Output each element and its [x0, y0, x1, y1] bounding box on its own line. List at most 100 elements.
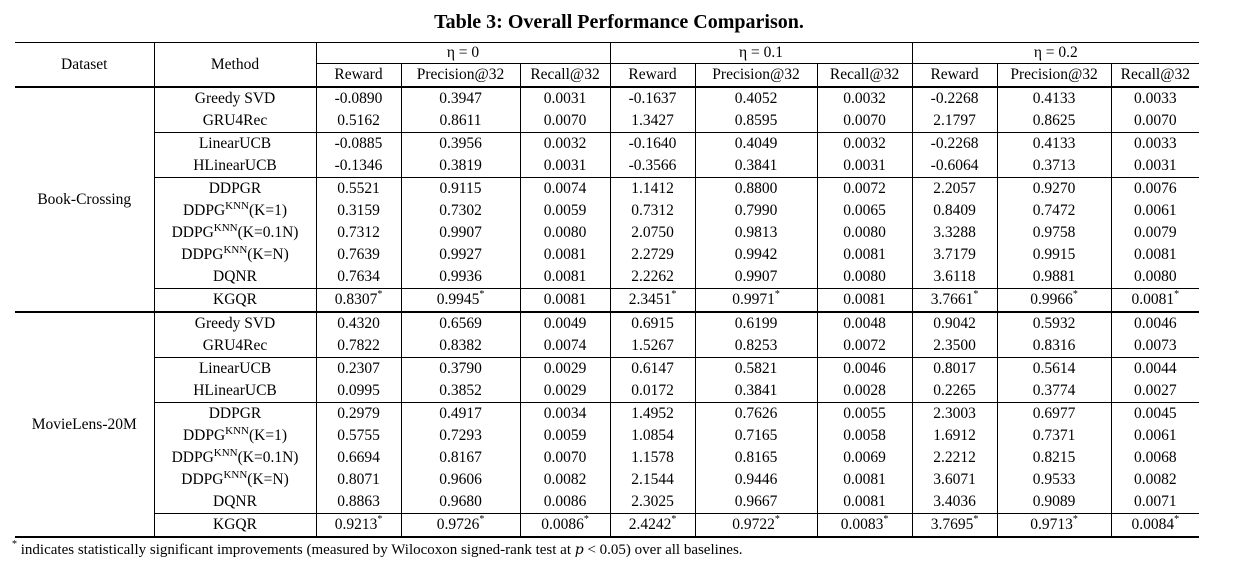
- value-text: 1.5267: [631, 337, 674, 354]
- value-cell: 0.2307: [316, 357, 402, 380]
- value-text: 0.8215: [1032, 449, 1076, 466]
- method-label: DDPGR: [208, 180, 262, 197]
- value-cell: 0.8307*: [316, 288, 402, 313]
- value-cell: 3.7695*: [912, 513, 998, 538]
- method-label: GRU4Rec: [202, 337, 268, 354]
- value-cell: 0.0086*: [520, 513, 611, 538]
- value-cell: 0.2979: [316, 402, 402, 425]
- value-text: 2.3451: [628, 291, 672, 308]
- value-text: 0.6977: [1032, 405, 1076, 422]
- value-text: 0.0031: [843, 157, 886, 174]
- value-text: 0.9915: [1032, 246, 1076, 263]
- value-cell: 2.3451*: [610, 288, 696, 313]
- value-cell: 2.2262: [610, 266, 696, 289]
- table-row: Book-Crossing Greedy SVD -0.0890 0.3947 0.00…: [15, 87, 1199, 313]
- value-cell: -0.0885: [316, 132, 402, 155]
- value-text: 0.6147: [631, 360, 674, 377]
- value-text: 0.0074: [543, 337, 587, 354]
- value-text: 2.2057: [933, 180, 976, 197]
- value-cell: 0.7626: [695, 402, 818, 425]
- header-eta-0-1: η = 0.1: [610, 42, 913, 64]
- value-text: 0.0070: [543, 449, 587, 466]
- value-text: 0.0080: [1134, 268, 1177, 285]
- value-cell: 0.4133: [997, 132, 1112, 155]
- value-cell: 0.9726*: [401, 513, 521, 538]
- header-metric: Reward: [316, 63, 402, 88]
- value-cell: 0.9966*: [997, 288, 1112, 313]
- value-cell: 0.0081: [817, 244, 913, 266]
- value-cell: 0.0072: [817, 177, 913, 200]
- value-cell: 0.9213*: [316, 513, 402, 538]
- value-cell: 0.0076: [1111, 177, 1200, 200]
- header-metric: Precision@32: [401, 63, 521, 88]
- significance-star: *: [1072, 289, 1078, 300]
- value-text: 0.6569: [439, 315, 482, 332]
- value-cell: 2.3003: [912, 402, 998, 425]
- value-text: 0.3852: [439, 382, 482, 399]
- value-text: 0.0080: [543, 224, 587, 241]
- value-cell: 0.0081: [520, 244, 611, 266]
- value-cell: -0.2268: [912, 87, 998, 110]
- value-text: 0.0081: [543, 246, 587, 263]
- value-cell: 0.3947: [401, 87, 521, 110]
- method-label: KGQR: [213, 291, 257, 308]
- value-cell: 0.0071: [1111, 491, 1199, 514]
- value-cell: 3.6071: [912, 469, 998, 491]
- header-metric: Precision@32: [997, 63, 1112, 88]
- table-row: DQNR 0.8863 0.9680 0.0086 2.3025 0.9667 0.0081…: [15, 491, 1199, 514]
- value-text: 0.9270: [1032, 180, 1076, 197]
- value-text: 0.8253: [734, 337, 778, 354]
- value-text: 2.1797: [933, 112, 976, 129]
- value-cell: 0.0080: [520, 222, 611, 244]
- value-cell: 0.0081: [520, 288, 611, 313]
- value-text: 2.2729: [631, 246, 674, 263]
- value-cell: 1.1412: [610, 177, 696, 200]
- value-text: 0.0079: [1134, 224, 1177, 241]
- value-cell: 0.3841: [695, 380, 818, 403]
- value-text: 0.0070: [843, 112, 886, 129]
- value-cell: 1.0854: [610, 425, 696, 447]
- significance-star: *: [671, 514, 677, 525]
- method-label: DDPGR: [208, 405, 262, 422]
- value-cell: 0.9971*: [695, 288, 818, 313]
- header-eta-0: η = 0: [316, 42, 611, 64]
- value-text: 0.8863: [337, 493, 380, 510]
- method-name: Greedy SVD: [154, 87, 317, 110]
- value-text: 0.0080: [843, 268, 886, 285]
- value-text: 0.2979: [337, 405, 380, 422]
- value-text: 0.0034: [543, 405, 587, 422]
- value-text: 0.0081: [843, 471, 886, 488]
- value-cell: 2.1797: [912, 110, 998, 133]
- method-superscript: KNN: [223, 244, 248, 256]
- value-text: 0.4917: [439, 405, 482, 422]
- value-cell: 0.7990: [695, 200, 818, 222]
- header-eta-0-2: η = 0.2: [912, 42, 1200, 64]
- value-text: 3.7695: [930, 516, 974, 533]
- value-cell: 0.9270: [997, 177, 1112, 200]
- value-text: 0.0076: [1134, 180, 1177, 197]
- value-cell: 0.0081*: [1111, 288, 1200, 313]
- value-cell: 0.0070: [520, 447, 611, 469]
- value-cell: 0.7302: [401, 200, 521, 222]
- value-text: 0.0055: [843, 405, 886, 422]
- table-row: DDPGKNN(K=N) 0.7639 0.9927 0.0081 2.2729 0.99…: [15, 244, 1199, 266]
- value-text: 0.5521: [337, 180, 380, 197]
- value-text: 0.0031: [1134, 157, 1177, 174]
- value-text: 0.0058: [843, 427, 886, 444]
- method-name: DDPGKNN(K=1): [154, 200, 317, 222]
- value-text: 0.9089: [1032, 493, 1076, 510]
- value-cell: 0.9713*: [997, 513, 1112, 538]
- significance-star: *: [1072, 514, 1078, 525]
- value-text: 0.6199: [734, 315, 778, 332]
- method-label: Greedy SVD: [194, 315, 276, 332]
- value-cell: 0.9042: [912, 312, 998, 335]
- value-text: 0.0082: [1134, 471, 1177, 488]
- value-text: 0.9446: [734, 471, 778, 488]
- value-cell: 0.0073: [1111, 335, 1199, 358]
- method-name: LinearUCB: [154, 132, 317, 155]
- value-text: 0.0082: [543, 471, 587, 488]
- header-dataset: Dataset: [15, 42, 155, 88]
- value-cell: 0.4049: [695, 132, 818, 155]
- value-cell: 0.0080: [817, 266, 913, 289]
- value-cell: 0.0031: [520, 155, 611, 178]
